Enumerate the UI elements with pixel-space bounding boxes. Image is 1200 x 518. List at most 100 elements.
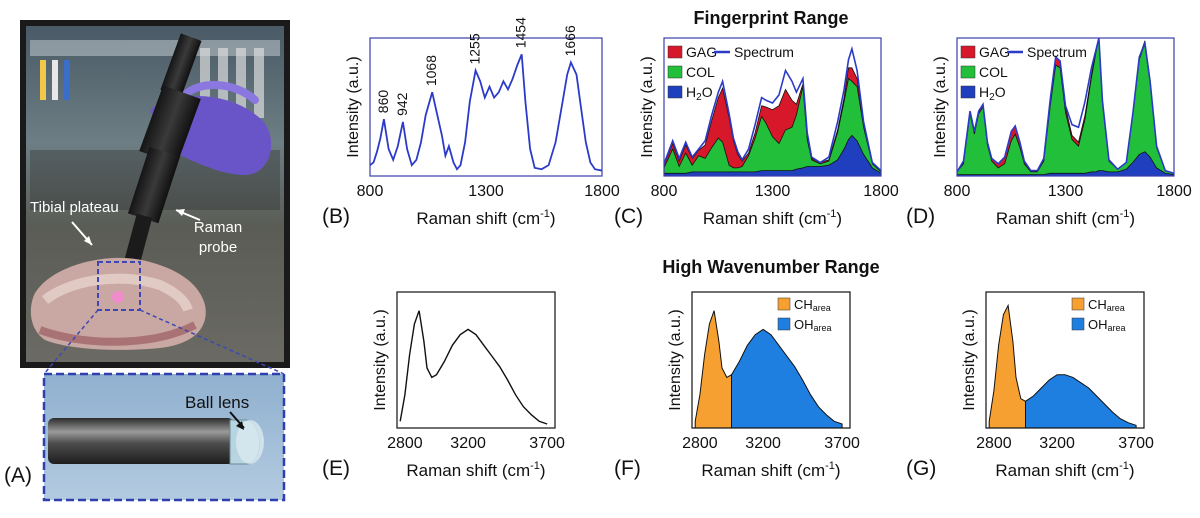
legend-label: H2O (686, 84, 713, 103)
panel-label-f: (F) (614, 457, 641, 480)
x-tick-label: 2800 (682, 435, 718, 452)
plot-area-f (694, 310, 843, 428)
panel-label-b: (B) (322, 205, 350, 228)
plot-frame (691, 291, 851, 429)
raman-probe-label-line1: Raman (194, 219, 242, 236)
x-axis-label: Raman shift (cm-1) (406, 460, 545, 480)
legend-swatch (667, 45, 683, 59)
plot-area-d (957, 38, 1174, 176)
legend-label-spectrum: Spectrum (1027, 44, 1087, 60)
spectrum-line (370, 53, 602, 172)
panel-label-d: (D) (906, 205, 935, 228)
legend-label: CHarea (794, 297, 831, 313)
x-tick-label: 1300 (468, 183, 504, 200)
x-tick-label: 1800 (584, 183, 620, 200)
raman-probe-label-line2: probe (199, 239, 237, 256)
area-col (664, 77, 881, 176)
plot-frame (985, 291, 1145, 429)
chart-panel-e: 2800 3200 3700 Raman shift (cm-1) Intensity … (322, 291, 565, 480)
peak-label: 1255 (467, 33, 483, 64)
x-tick-label: 2800 (387, 435, 423, 452)
x-tick-label: 800 (944, 183, 971, 200)
legend-swatch (1071, 317, 1085, 331)
area-ch (694, 310, 732, 428)
spectrum-line (957, 38, 1174, 175)
plot-area-c (664, 45, 881, 176)
x-tick-label: 1800 (863, 183, 899, 200)
plot-frame (369, 37, 603, 177)
chart-panel-d: 800 1300 1800 Raman shift (cm-1) Intensity (… (906, 37, 1192, 228)
legend-label: GAG (979, 44, 1010, 60)
x-axis-label: Raman shift (cm-1) (703, 208, 842, 228)
peak-label: 1666 (562, 25, 578, 56)
y-axis-label: Intensity (a.u.) (667, 309, 684, 410)
plot-area-b (370, 53, 602, 172)
x-tick-label: 1800 (1156, 183, 1192, 200)
legend-swatch (960, 85, 976, 99)
x-tick-label: 1300 (1048, 183, 1084, 200)
fingerprint-range-title: Fingerprint Range (693, 8, 848, 28)
plot-frame (396, 291, 556, 429)
photo-panel: Tibial plateau Raman probe Ball lens (A) (4, 20, 290, 502)
panel-label-g: (G) (906, 457, 936, 480)
x-axis-label: Raman shift (cm-1) (996, 208, 1135, 228)
ball-lens-arrowhead (236, 421, 244, 430)
spectrum-line (664, 45, 881, 172)
panel-label-e: (E) (322, 457, 350, 480)
legend-swatch (960, 65, 976, 79)
x-axis-label: Raman shift (cm-1) (416, 208, 555, 228)
x-tick-label: 3700 (824, 435, 860, 452)
x-axis-label: Raman shift (cm-1) (701, 460, 840, 480)
x-tick-label: 1300 (755, 183, 791, 200)
plot-frame (663, 37, 882, 177)
y-axis-label: Intensity (a.u.) (639, 56, 656, 157)
area-h2o (957, 151, 1174, 176)
legend-label: GAG (686, 44, 717, 60)
legend-swatch (777, 297, 791, 311)
peak-label: 1068 (423, 55, 439, 86)
raman-probe-device (118, 33, 202, 296)
x-tick-label: 800 (357, 183, 384, 200)
area-ch (988, 303, 1026, 428)
legend-swatch (667, 65, 683, 79)
peak-label: 1454 (513, 17, 529, 48)
x-axis-label: Raman shift (cm-1) (995, 460, 1134, 480)
legend-label-spectrum: Spectrum (734, 44, 794, 60)
x-tick-label: 3200 (450, 435, 486, 452)
legend-swatch (1071, 297, 1085, 311)
charts-layer: 800 1300 1800 Raman shift (cm-1) Intensity (… (322, 17, 1192, 480)
peak-label: 860 (375, 90, 391, 114)
tibial-plateau-arrowhead (84, 236, 92, 245)
x-tick-label: 800 (651, 183, 678, 200)
chart-panel-c: 800 1300 1800 Raman shift (cm-1) Intensity (… (614, 37, 899, 228)
ball-lens-inset: Ball lens (42, 372, 286, 502)
tibial-plateau-label: Tibial plateau (30, 199, 119, 216)
tibial-plateau-sample (30, 257, 206, 350)
ball-lens-label: Ball lens (185, 393, 249, 412)
plot-frame (956, 37, 1175, 177)
legend-label: OHarea (1088, 317, 1126, 333)
x-tick-label: 3700 (529, 435, 565, 452)
raman-probe-arrowhead (176, 209, 185, 216)
legend-swatch (777, 317, 791, 331)
x-tick-label: 3200 (745, 435, 781, 452)
area-oh (731, 328, 843, 428)
chart-panel-g: 2800 3200 3700 Raman shift (cm-1) Intensity … (906, 291, 1154, 480)
plot-area-e (399, 310, 548, 425)
panel-label-a: (A) (4, 464, 32, 487)
legend-swatch (667, 85, 683, 99)
peak-label: 942 (394, 92, 410, 116)
x-tick-label: 3200 (1039, 435, 1075, 452)
area-h2o (664, 134, 881, 176)
probe-region-box (97, 261, 141, 311)
legend-label: CHarea (1088, 297, 1125, 313)
legend-label: COL (979, 64, 1008, 80)
legend-label: COL (686, 64, 715, 80)
legend-label: H2O (979, 84, 1006, 103)
x-tick-label: 3700 (1118, 435, 1154, 452)
x-tick-label: 2800 (976, 435, 1012, 452)
y-axis-label: Intensity (a.u.) (372, 309, 389, 410)
legend-label: OHarea (794, 317, 832, 333)
spectrum-line (399, 310, 548, 425)
